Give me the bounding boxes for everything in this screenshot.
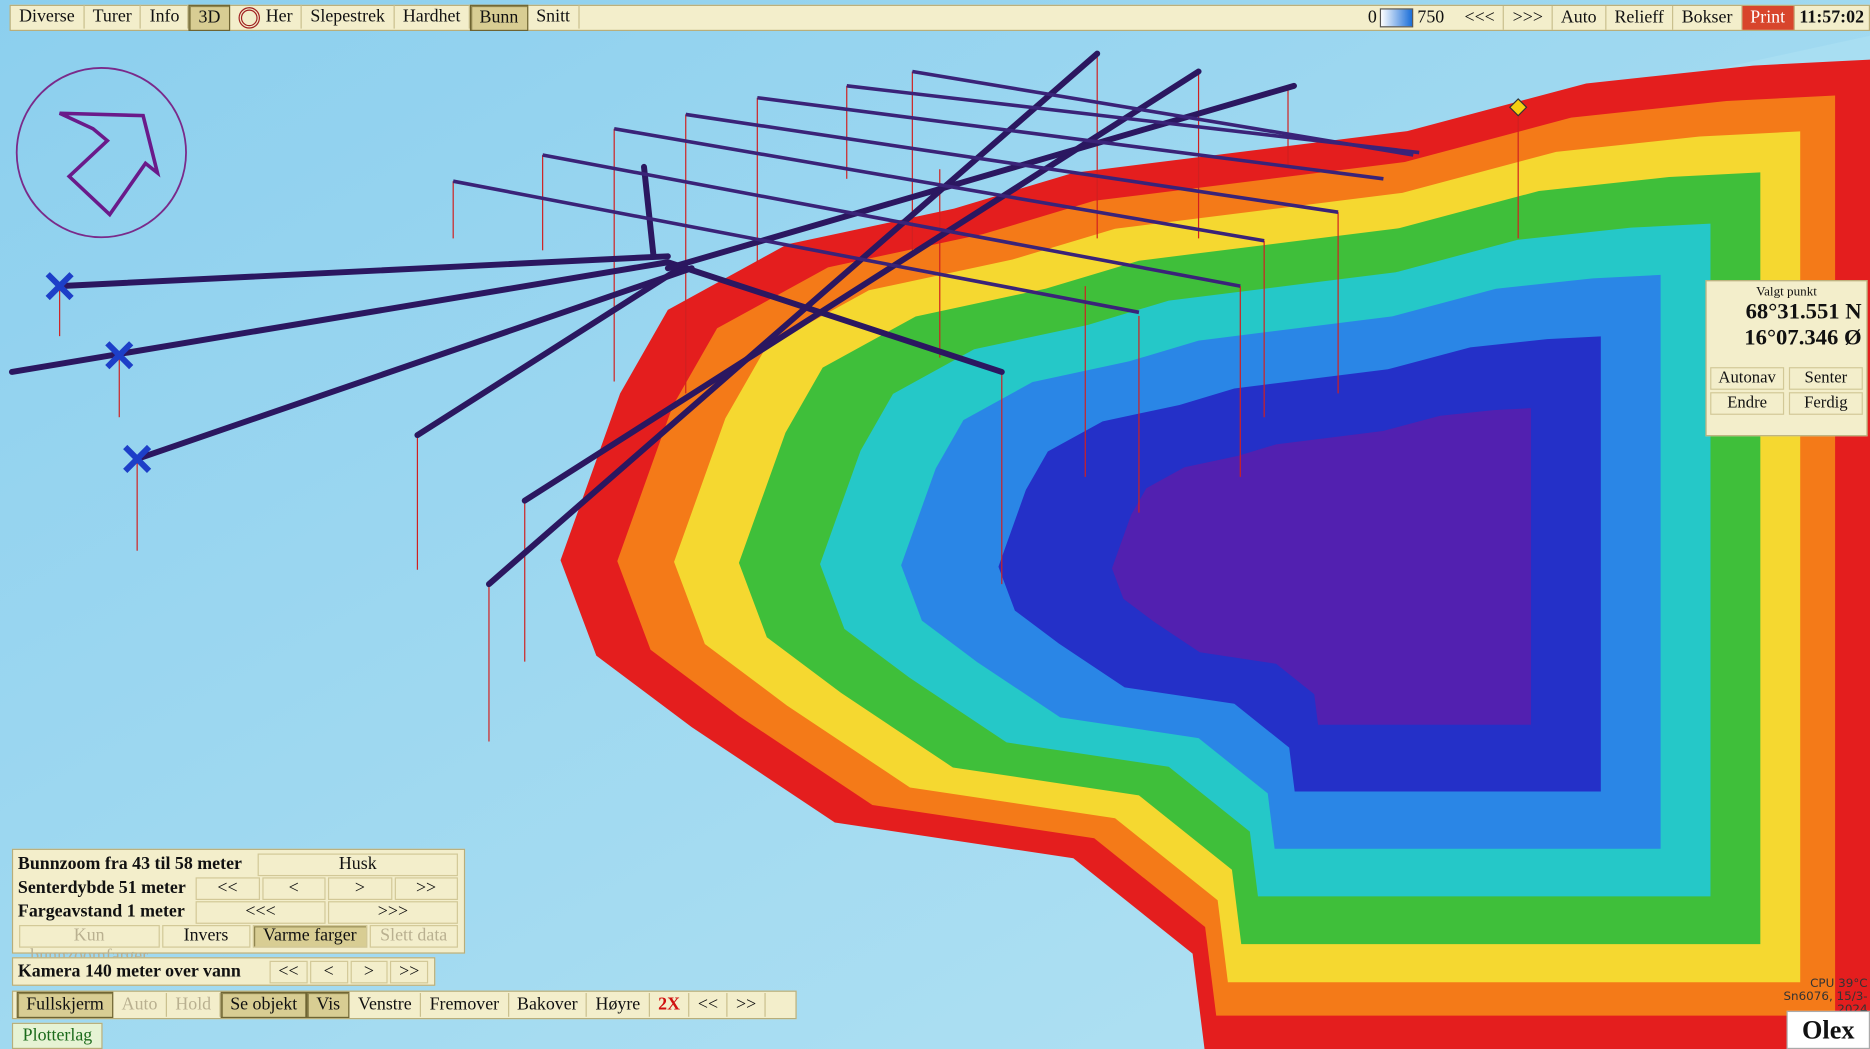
camera-button[interactable]: > (350, 960, 388, 983)
latitude: 68°31.551 N (1745, 299, 1862, 325)
spacing-row: Fargeavstand 1 meter <<< >>> (18, 900, 459, 924)
buoy-mark (1508, 98, 1528, 117)
view-button[interactable]: Fullskjerm (16, 991, 114, 1019)
camera-button[interactable]: << (269, 960, 308, 983)
center-row: Senterdybde 51 meter << < > >> (18, 876, 459, 900)
toolbar-button[interactable]: Her (230, 4, 303, 29)
toolbar-button[interactable]: Bokser (1673, 5, 1742, 30)
view-button[interactable]: Fremover (421, 992, 509, 1017)
camera-panel: Kamera 140 meter over vann << < > >> (11, 957, 436, 986)
camera-label: Kamera 140 meter over vann (17, 961, 241, 981)
position-button[interactable]: Endre (1710, 392, 1785, 415)
position-button[interactable]: Ferdig (1788, 392, 1863, 415)
layer-button[interactable]: Plotterlag (11, 1022, 103, 1049)
clock: 11:57:02 (1799, 7, 1865, 27)
toolbar-left: Diverse Turer Info 3D Her Slepestrek Hardhet Bu… (11, 4, 580, 31)
toolbar-button[interactable]: Slepestrek (302, 4, 395, 29)
view-button[interactable]: Se objekt (220, 991, 307, 1019)
option-button[interactable]: Varme farger (252, 924, 368, 948)
toolbar-button[interactable]: 3D (188, 4, 230, 31)
toolbar-button[interactable]: Snitt (528, 4, 580, 29)
scale-min: 0 (1367, 7, 1377, 27)
position-buttons: Autonav Senter Endre Ferdig (1707, 367, 1867, 415)
toolbar-button[interactable]: Bunn (469, 4, 528, 31)
waypoint-marks (45, 272, 152, 473)
depth-scale (1380, 8, 1414, 28)
scale-max: 750 (1417, 7, 1445, 27)
depth-step-button[interactable]: << (195, 876, 260, 900)
spacing-step-button[interactable]: >>> (327, 900, 458, 924)
toolbar-button[interactable]: Hardhet (394, 4, 470, 29)
toolbar-button[interactable]: Auto (1552, 5, 1607, 30)
position-button[interactable]: Autonav (1710, 367, 1785, 390)
view-button[interactable]: Høyre (587, 992, 650, 1017)
spacing-step-button[interactable]: <<< (195, 900, 326, 924)
option-button[interactable]: Kun bunnzoomfarger (19, 924, 160, 965)
position-button[interactable]: Senter (1788, 367, 1863, 390)
target-icon (238, 6, 260, 29)
toolbar-button[interactable]: Diverse (11, 4, 85, 29)
view-button[interactable]: Vis (306, 991, 350, 1019)
brand-logo: Olex (1786, 1010, 1870, 1049)
options-row: Kun bunnzoomfarger Invers Varme farger Slet… (18, 924, 459, 965)
view-button[interactable]: Auto (113, 992, 167, 1017)
view-bar: Fullskjerm Auto Hold Se objekt Vis Venstre Fre… (11, 990, 797, 1020)
bottom-zoom-panel: Bunnzoom fra 43 til 58 meter Husk Senterd… (11, 848, 466, 965)
cpu-temp: CPU 39°C (1810, 977, 1868, 991)
zoom-row: Bunnzoom fra 43 til 58 meter Husk (18, 852, 459, 876)
depth-step-button[interactable]: >> (394, 876, 458, 900)
camera-button[interactable]: < (309, 960, 348, 983)
track-grid (452, 69, 1420, 315)
view-button[interactable]: Venstre (350, 992, 422, 1017)
toolbar-button[interactable]: >>> (1504, 5, 1553, 30)
depth-step-button[interactable]: > (327, 876, 392, 900)
center-depth-label: Senterdybde 51 meter (17, 877, 186, 898)
toolbar-button[interactable]: <<< (1456, 5, 1505, 30)
view-button[interactable]: 2X (650, 992, 690, 1017)
option-button[interactable]: Slett data (369, 924, 458, 948)
position-panel: Valgt punkt 68°31.551 N 16°07.346 Ø Auto… (1705, 280, 1868, 437)
option-button[interactable]: Invers (161, 924, 251, 948)
depth-step-button[interactable]: < (261, 876, 326, 900)
longitude: 16°07.346 Ø (1744, 325, 1862, 351)
toolbar-button[interactable]: Info (141, 4, 189, 29)
zoom-label: Bunnzoom fra 43 til 58 meter (17, 854, 242, 874)
toolbar-button[interactable]: Relieff (1606, 5, 1674, 30)
toolbar-right: <<< >>> Auto Relieff Bokser Print (1456, 5, 1795, 30)
top-toolbar: Diverse Turer Info 3D Her Slepestrek Hardhet Bu… (9, 4, 1870, 31)
view-button[interactable]: Bakover (509, 992, 588, 1017)
toolbar-button[interactable]: Print (1741, 5, 1795, 30)
tow-lines (8, 50, 1297, 588)
view-button[interactable]: Hold (167, 992, 221, 1017)
panel-title: Valgt punkt (1756, 284, 1817, 300)
spacing-label: Fargeavstand 1 meter (17, 901, 185, 921)
depth-drop-lines (59, 53, 1519, 742)
camera-button[interactable]: >> (390, 960, 429, 983)
view-button[interactable]: >> (728, 992, 766, 1017)
view-button[interactable]: << (690, 992, 728, 1017)
compass (15, 67, 187, 239)
toolbar-button[interactable]: Turer (84, 4, 142, 29)
remember-button[interactable]: Husk (257, 852, 458, 876)
